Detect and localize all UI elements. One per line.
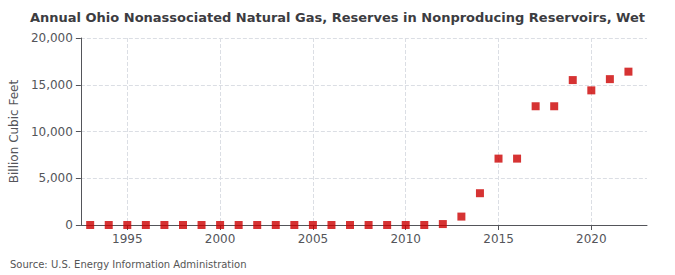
svg-text:2020: 2020	[576, 232, 607, 246]
svg-text:2005: 2005	[298, 232, 329, 246]
svg-text:2000: 2000	[205, 232, 236, 246]
svg-text:Billion Cubic Feet: Billion Cubic Feet	[7, 80, 21, 184]
svg-text:5,000: 5,000	[39, 171, 73, 185]
svg-text:Source: U.S. Energy Informatio: Source: U.S. Energy Information Administ…	[10, 259, 247, 270]
svg-text:2015: 2015	[483, 232, 514, 246]
svg-text:1995: 1995	[112, 232, 143, 246]
svg-text:0: 0	[65, 218, 73, 232]
svg-text:10,000: 10,000	[31, 125, 73, 139]
svg-text:2010: 2010	[390, 232, 421, 246]
svg-text:Annual Ohio Nonassociated Natu: Annual Ohio Nonassociated Natural Gas, R…	[30, 10, 645, 25]
svg-text:20,000: 20,000	[31, 31, 73, 45]
svg-text:15,000: 15,000	[31, 78, 73, 92]
